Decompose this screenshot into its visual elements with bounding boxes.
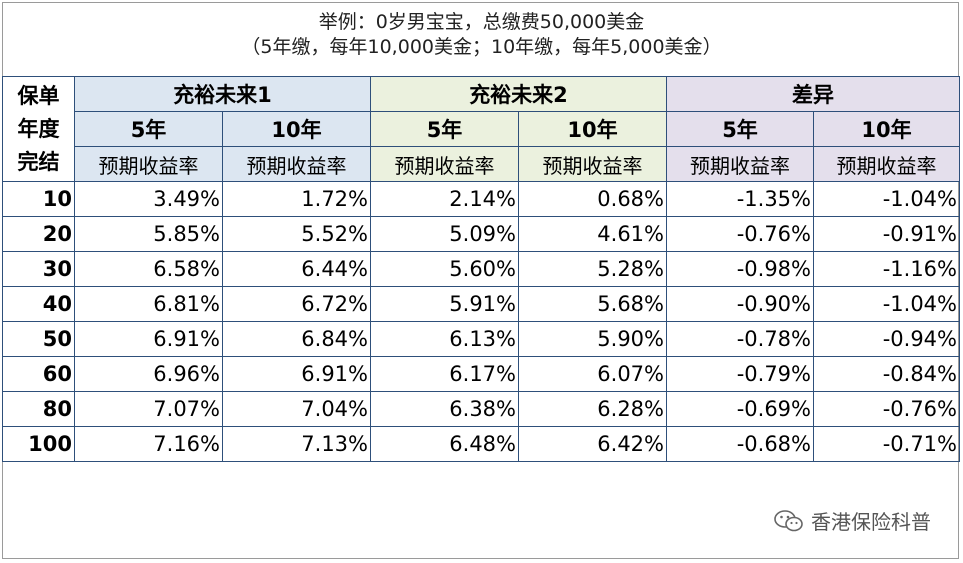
table-cell: 7.13% <box>222 426 371 462</box>
table-cell: 6.81% <box>74 286 223 322</box>
table-cell: 6.17% <box>370 356 519 392</box>
table-row: 100 7.16% 7.13% 6.48% 6.42% -0.68% -0.71% <box>2 426 960 462</box>
metric-header-row: 预期收益率 预期收益率 预期收益率 预期收益率 预期收益率 预期收益率 <box>3 146 960 182</box>
table-cell: 6.48% <box>370 426 519 462</box>
table-cell: 0.68% <box>518 181 667 217</box>
table-row: 60 6.96% 6.91% 6.17% 6.07% -0.79% -0.84% <box>2 356 960 392</box>
table-cell: -0.71% <box>813 426 960 462</box>
table-cell: -0.76% <box>813 391 960 427</box>
table-cell: -0.84% <box>813 356 960 392</box>
corner-line: 年度 <box>17 116 60 141</box>
corner-line: 保单 <box>17 83 60 108</box>
table-cell: -0.68% <box>666 426 814 462</box>
title-line-2: （5年缴，每年10,000美金；10年缴，每年5,000美金） <box>241 36 722 58</box>
table-cell: 5.85% <box>74 216 223 252</box>
row-policy-year: 30 <box>2 251 75 287</box>
table-cell: 5.52% <box>222 216 371 252</box>
metric-header: 预期收益率 <box>518 146 667 182</box>
table-cell: 6.84% <box>222 321 371 357</box>
table-cell: 7.16% <box>74 426 223 462</box>
table-row: 50 6.91% 6.84% 6.13% 5.90% -0.78% -0.94% <box>2 321 960 357</box>
table-cell: 6.13% <box>370 321 519 357</box>
table-cell: 2.14% <box>370 181 519 217</box>
table-cell: -0.98% <box>666 251 814 287</box>
table-cell: 5.28% <box>518 251 667 287</box>
row-policy-year: 40 <box>2 286 75 322</box>
table-cell: 7.07% <box>74 391 223 427</box>
corner-line: 完结 <box>17 149 60 174</box>
metric-header: 预期收益率 <box>813 146 960 182</box>
row-policy-year: 50 <box>2 321 75 357</box>
table-cell: 7.04% <box>222 391 371 427</box>
table-cell: 6.58% <box>74 251 223 287</box>
table-cell: 5.68% <box>518 286 667 322</box>
row-policy-year: 100 <box>2 426 75 462</box>
group-header-plan-1: 充裕未来1 <box>74 76 371 112</box>
payment-term-header: 5年 <box>370 111 519 147</box>
table-row: 10 3.49% 1.72% 2.14% 0.68% -1.35% -1.04% <box>2 181 960 217</box>
metric-header: 预期收益率 <box>666 146 814 182</box>
metric-header: 预期收益率 <box>74 146 223 182</box>
table-cell: 6.44% <box>222 251 371 287</box>
table-cell: 5.91% <box>370 286 519 322</box>
table-cell: 4.61% <box>518 216 667 252</box>
table-cell: 6.28% <box>518 391 667 427</box>
table-cell: 6.91% <box>222 356 371 392</box>
table-cell: 6.72% <box>222 286 371 322</box>
table-cell: -1.16% <box>813 251 960 287</box>
row-policy-year: 60 <box>2 356 75 392</box>
table-cell: 6.38% <box>370 391 519 427</box>
table-cell: -0.94% <box>813 321 960 357</box>
row-policy-year: 20 <box>2 216 75 252</box>
payment-term-header: 5年 <box>666 111 814 147</box>
years-header-row: 5年 10年 5年 10年 5年 10年 <box>3 111 960 147</box>
payment-term-header: 10年 <box>518 111 667 147</box>
group-header-plan-2: 充裕未来2 <box>370 76 667 112</box>
group-header-row: 保单 年度 完结 充裕未来1 充裕未来2 差异 <box>2 76 960 182</box>
table-cell: -1.04% <box>813 286 960 322</box>
table-cell: 6.91% <box>74 321 223 357</box>
page-title: 举例：0岁男宝宝，总缴费50,000美金 （5年缴，每年10,000美金；10年… <box>0 10 963 60</box>
table-cell: 5.09% <box>370 216 519 252</box>
table-cell: -1.04% <box>813 181 960 217</box>
payment-term-header: 10年 <box>813 111 960 147</box>
payment-term-header: 5年 <box>74 111 223 147</box>
table-cell: 6.42% <box>518 426 667 462</box>
table-cell: 5.60% <box>370 251 519 287</box>
metric-header: 预期收益率 <box>370 146 519 182</box>
table-cell: 3.49% <box>74 181 223 217</box>
wechat-icon <box>774 509 803 531</box>
table-cell: -0.90% <box>666 286 814 322</box>
table-row: 20 5.85% 5.52% 5.09% 4.61% -0.76% -0.91% <box>2 216 960 252</box>
table-cell: -0.69% <box>666 391 814 427</box>
payment-term-header: 10年 <box>222 111 371 147</box>
table-cell: 6.96% <box>74 356 223 392</box>
metric-header: 预期收益率 <box>222 146 371 182</box>
table-cell: 5.90% <box>518 321 667 357</box>
table-cell: -0.79% <box>666 356 814 392</box>
table-cell: -0.76% <box>666 216 814 252</box>
row-policy-year: 80 <box>2 391 75 427</box>
row-policy-year: 10 <box>2 181 75 217</box>
table-row: 80 7.07% 7.04% 6.38% 6.28% -0.69% -0.76% <box>2 391 960 427</box>
table-cell: -0.91% <box>813 216 960 252</box>
table-cell: 6.07% <box>518 356 667 392</box>
group-header-difference: 差异 <box>666 76 960 112</box>
title-line-1: 举例：0岁男宝宝，总缴费50,000美金 <box>318 11 645 33</box>
comparison-table: 保单 年度 完结 充裕未来1 充裕未来2 差异 5年 10年 5年 10年 5年… <box>2 76 960 462</box>
watermark: 香港保险科普 <box>773 506 931 535</box>
watermark-text: 香港保险科普 <box>811 510 931 534</box>
table-cell: -1.35% <box>666 181 814 217</box>
table-cell: 1.72% <box>222 181 371 217</box>
table-cell: -0.78% <box>666 321 814 357</box>
policy-year-header: 保单 年度 完结 <box>2 76 75 182</box>
table-row: 40 6.81% 6.72% 5.91% 5.68% -0.90% -1.04% <box>2 286 960 322</box>
table-row: 30 6.58% 6.44% 5.60% 5.28% -0.98% -1.16% <box>2 251 960 287</box>
